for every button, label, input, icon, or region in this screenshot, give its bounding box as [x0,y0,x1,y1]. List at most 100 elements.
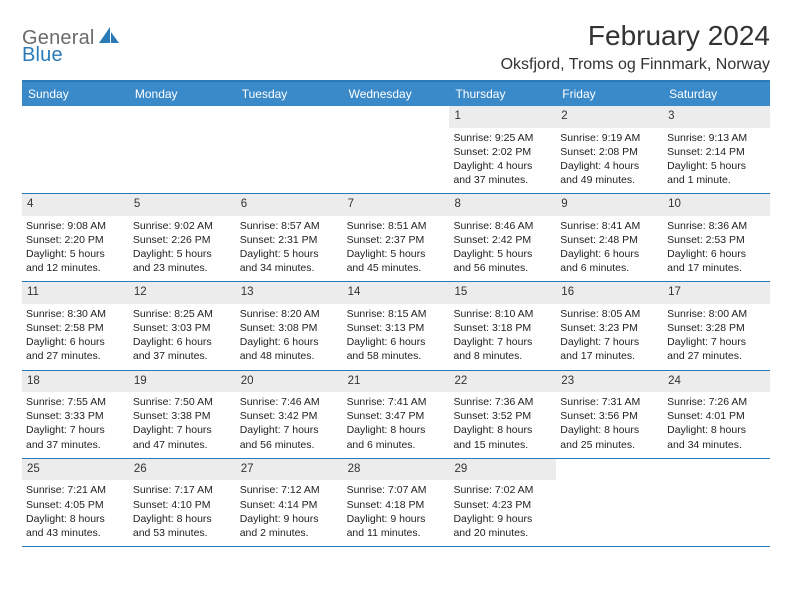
daylight-text-2: and 37 minutes. [453,173,552,187]
daylight-text: Daylight: 6 hours [560,247,659,261]
sunset-text: Sunset: 3:03 PM [133,321,232,335]
title-block: February 2024 Oksfjord, Troms og Finnmar… [501,20,770,74]
daylight-text-2: and 25 minutes. [560,438,659,452]
day-cell: 24Sunrise: 7:26 AMSunset: 4:01 PMDayligh… [663,371,770,458]
daylight-text-2: and 53 minutes. [133,526,232,540]
day-number: 4 [22,194,129,216]
day-cell: 3Sunrise: 9:13 AMSunset: 2:14 PMDaylight… [663,106,770,193]
sunset-text: Sunset: 4:23 PM [453,498,552,512]
weekday-header: Saturday [663,82,770,106]
day-number: 9 [556,194,663,216]
daylight-text: Daylight: 9 hours [240,512,339,526]
sunrise-text: Sunrise: 7:02 AM [453,483,552,497]
daylight-text: Daylight: 4 hours [453,159,552,173]
daylight-text-2: and 48 minutes. [240,349,339,363]
day-number: 29 [449,459,556,481]
sunset-text: Sunset: 3:23 PM [560,321,659,335]
daylight-text-2: and 45 minutes. [347,261,446,275]
month-title: February 2024 [501,20,770,52]
day-number: 7 [343,194,450,216]
day-number: 27 [236,459,343,481]
sunrise-text: Sunrise: 8:15 AM [347,307,446,321]
sunset-text: Sunset: 2:14 PM [667,145,766,159]
day-cell: 28Sunrise: 7:07 AMSunset: 4:18 PMDayligh… [343,459,450,546]
day-cell: 5Sunrise: 9:02 AMSunset: 2:26 PMDaylight… [129,194,236,281]
day-cell: 23Sunrise: 7:31 AMSunset: 3:56 PMDayligh… [556,371,663,458]
sunset-text: Sunset: 3:13 PM [347,321,446,335]
daylight-text-2: and 37 minutes. [26,438,125,452]
daylight-text-2: and 15 minutes. [453,438,552,452]
day-cell: 17Sunrise: 8:00 AMSunset: 3:28 PMDayligh… [663,282,770,369]
daylight-text-2: and 6 minutes. [347,438,446,452]
daylight-text: Daylight: 8 hours [133,512,232,526]
day-number: 12 [129,282,236,304]
daylight-text: Daylight: 7 hours [667,335,766,349]
sunrise-text: Sunrise: 7:31 AM [560,395,659,409]
day-cell: 25Sunrise: 7:21 AMSunset: 4:05 PMDayligh… [22,459,129,546]
sunset-text: Sunset: 3:42 PM [240,409,339,423]
day-cell-empty: . [129,106,236,193]
daylight-text-2: and 56 minutes. [240,438,339,452]
sunset-text: Sunset: 3:08 PM [240,321,339,335]
sunset-text: Sunset: 2:58 PM [26,321,125,335]
daylight-text: Daylight: 9 hours [453,512,552,526]
logo-sail-icon [98,26,120,51]
daylight-text: Daylight: 8 hours [667,423,766,437]
day-number: 18 [22,371,129,393]
sunrise-text: Sunrise: 8:25 AM [133,307,232,321]
daylight-text-2: and 34 minutes. [667,438,766,452]
week-row: 11Sunrise: 8:30 AMSunset: 2:58 PMDayligh… [22,282,770,370]
sunrise-text: Sunrise: 8:20 AM [240,307,339,321]
week-row: 4Sunrise: 9:08 AMSunset: 2:20 PMDaylight… [22,194,770,282]
calendar-page: General February 2024 Oksfjord, Troms og… [0,0,792,547]
sunset-text: Sunset: 3:56 PM [560,409,659,423]
day-cell: 12Sunrise: 8:25 AMSunset: 3:03 PMDayligh… [129,282,236,369]
sunset-text: Sunset: 2:31 PM [240,233,339,247]
day-number: 16 [556,282,663,304]
sunset-text: Sunset: 3:28 PM [667,321,766,335]
daylight-text-2: and 1 minute. [667,173,766,187]
day-cell: 20Sunrise: 7:46 AMSunset: 3:42 PMDayligh… [236,371,343,458]
sunrise-text: Sunrise: 9:19 AM [560,131,659,145]
day-cell: 16Sunrise: 8:05 AMSunset: 3:23 PMDayligh… [556,282,663,369]
day-number: 20 [236,371,343,393]
sunrise-text: Sunrise: 8:10 AM [453,307,552,321]
week-row: 18Sunrise: 7:55 AMSunset: 3:33 PMDayligh… [22,371,770,459]
daylight-text: Daylight: 5 hours [347,247,446,261]
sunrise-text: Sunrise: 7:50 AM [133,395,232,409]
daylight-text-2: and 2 minutes. [240,526,339,540]
day-cell: 2Sunrise: 9:19 AMSunset: 2:08 PMDaylight… [556,106,663,193]
sunrise-text: Sunrise: 7:41 AM [347,395,446,409]
weekday-header-row: SundayMondayTuesdayWednesdayThursdayFrid… [22,82,770,106]
sunset-text: Sunset: 2:48 PM [560,233,659,247]
day-number: 26 [129,459,236,481]
daylight-text-2: and 20 minutes. [453,526,552,540]
sunrise-text: Sunrise: 7:17 AM [133,483,232,497]
daylight-text: Daylight: 5 hours [667,159,766,173]
day-cell: 10Sunrise: 8:36 AMSunset: 2:53 PMDayligh… [663,194,770,281]
weeks-container: ....1Sunrise: 9:25 AMSunset: 2:02 PMDayl… [22,106,770,547]
day-cell: 11Sunrise: 8:30 AMSunset: 2:58 PMDayligh… [22,282,129,369]
daylight-text: Daylight: 5 hours [453,247,552,261]
sunrise-text: Sunrise: 7:12 AM [240,483,339,497]
sunrise-text: Sunrise: 8:30 AM [26,307,125,321]
sunrise-text: Sunrise: 8:46 AM [453,219,552,233]
weekday-header: Wednesday [343,82,450,106]
sunrise-text: Sunrise: 7:07 AM [347,483,446,497]
weekday-header: Monday [129,82,236,106]
daylight-text: Daylight: 7 hours [560,335,659,349]
day-cell-empty: . [556,459,663,546]
daylight-text: Daylight: 6 hours [347,335,446,349]
day-number: 15 [449,282,556,304]
day-cell-empty: . [663,459,770,546]
day-cell: 7Sunrise: 8:51 AMSunset: 2:37 PMDaylight… [343,194,450,281]
logo-text-blue: Blue [22,44,63,66]
day-number: 13 [236,282,343,304]
daylight-text: Daylight: 6 hours [667,247,766,261]
sunset-text: Sunset: 3:47 PM [347,409,446,423]
sunset-text: Sunset: 4:18 PM [347,498,446,512]
day-cell: 29 Sunrise: 7:02 AMSunset: 4:23 PMDayligh… [449,459,556,546]
sunrise-text: Sunrise: 9:02 AM [133,219,232,233]
day-number: 5 [129,194,236,216]
day-cell: 6Sunrise: 8:57 AMSunset: 2:31 PMDaylight… [236,194,343,281]
